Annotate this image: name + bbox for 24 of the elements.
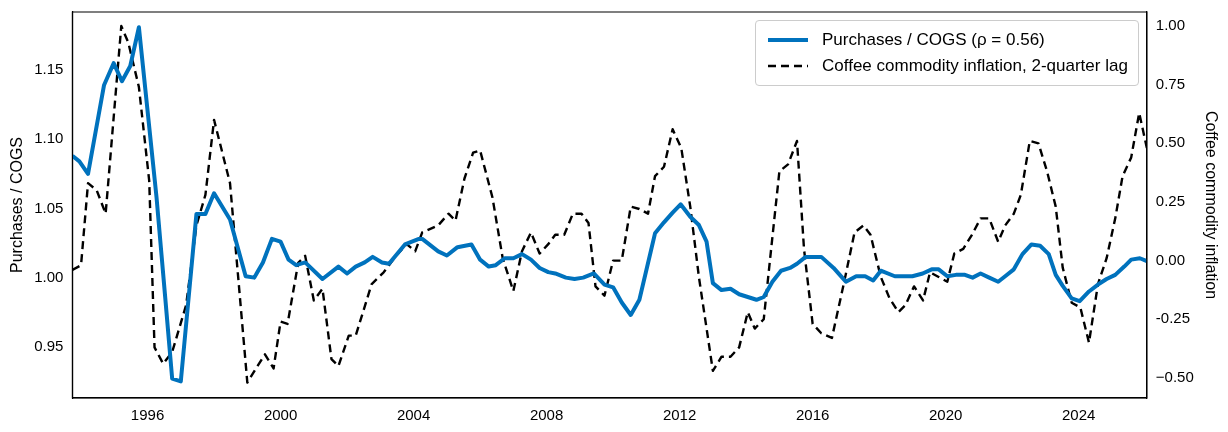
x-tick-label: 2016: [795, 406, 830, 424]
y-axis-title: Purchases / COGS: [8, 136, 26, 274]
y-tick-label: 1.10: [34, 129, 64, 147]
legend-label: Purchases / COGS (ρ = 0.56): [822, 30, 1045, 50]
y-tick-label: 1.00: [34, 267, 64, 285]
x-tick-label: 2000: [263, 406, 298, 424]
y-tick-label: 0.95: [34, 336, 64, 354]
x-tick-label: 2024: [1061, 406, 1096, 424]
y2-tick-label: −0.50: [1155, 367, 1194, 385]
x-tick-label: 1996: [130, 406, 165, 424]
y-tick-label: 1.05: [34, 198, 64, 216]
y2-tick-label: 0.75: [1155, 74, 1186, 92]
y-tick-label: 1.15: [34, 60, 64, 78]
y2-tick-label: 0.50: [1155, 133, 1186, 151]
x-tick-label: 2004: [396, 406, 431, 424]
y2-tick-label: 1.00: [1155, 16, 1186, 34]
y2-tick-label: -0.25: [1155, 309, 1191, 327]
x-tick-label: 2012: [662, 406, 697, 424]
x-tick-label: 2020: [928, 406, 963, 424]
y2-tick-label: 0.25: [1155, 192, 1186, 210]
y2-axis-title: Coffee commodity inflation: [1202, 110, 1220, 300]
x-tick-label: 2008: [529, 406, 564, 424]
legend-label: Coffee commodity inflation, 2-quarter lag: [822, 56, 1128, 76]
y2-tick-label: 0.00: [1155, 250, 1186, 268]
